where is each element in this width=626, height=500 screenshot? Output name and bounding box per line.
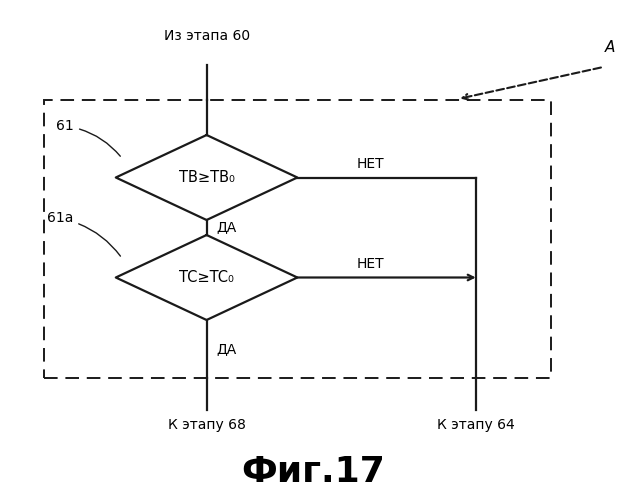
Text: TC≥TC₀: TC≥TC₀ xyxy=(179,270,234,285)
Text: ДА: ДА xyxy=(216,342,236,356)
Text: НЕТ: НЕТ xyxy=(357,257,385,271)
Text: А: А xyxy=(605,40,615,55)
Text: НЕТ: НЕТ xyxy=(357,157,385,171)
Text: К этапу 68: К этапу 68 xyxy=(168,418,245,432)
Text: 61а: 61а xyxy=(47,212,120,256)
Text: Из этапа 60: Из этапа 60 xyxy=(163,28,250,42)
Text: ДА: ДА xyxy=(216,220,236,234)
Text: 61: 61 xyxy=(56,119,120,156)
Text: Фиг.17: Фиг.17 xyxy=(241,456,385,490)
Text: К этапу 64: К этапу 64 xyxy=(437,418,515,432)
Text: TB≥TB₀: TB≥TB₀ xyxy=(178,170,235,185)
